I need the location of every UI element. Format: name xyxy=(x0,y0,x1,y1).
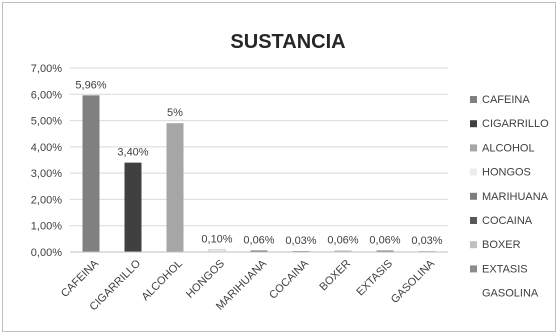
x-tick-label: BOXER xyxy=(317,258,353,294)
data-label: 5,96% xyxy=(75,79,106,91)
x-axis: CAFEINACIGARRILLOALCOHOLHONGOSMARIHUANAC… xyxy=(59,251,448,313)
y-tick-label: 7,00% xyxy=(31,63,62,75)
legend-swatch xyxy=(470,265,477,273)
x-tick-label: EXTASIS xyxy=(354,258,395,299)
legend-label: HONGOS xyxy=(482,167,531,179)
y-tick-label: 4,00% xyxy=(31,142,62,154)
bar xyxy=(334,250,352,252)
legend-swatch xyxy=(470,144,477,152)
bars: 5,96% 3,40% 5% 0,10% 0,06% 0,03% 0,06% 0,06% 0,0… xyxy=(75,79,443,253)
x-tick-label: ALCOHOL xyxy=(139,258,185,304)
legend-swatch xyxy=(470,289,477,297)
data-label: 0,10% xyxy=(201,233,232,245)
y-tick-label: 0,00% xyxy=(31,247,62,259)
bar xyxy=(166,123,184,252)
legend-swatch xyxy=(470,241,477,249)
y-tick-label: 6,00% xyxy=(31,89,62,101)
legend-label: BOXER xyxy=(482,239,521,251)
x-tick-label: HONGOS xyxy=(184,258,227,301)
data-label: 0,06% xyxy=(369,234,400,246)
legend: CAFEINA CIGARRILLO ALCOHOL HONGOS MARIHUANA C… xyxy=(470,94,549,300)
legend-label: GASOLINA xyxy=(482,288,539,300)
y-tick-label: 3,00% xyxy=(31,168,62,180)
legend-swatch xyxy=(470,168,477,176)
legend-label: EXTASIS xyxy=(482,263,528,275)
y-tick-label: 2,00% xyxy=(31,194,62,206)
legend-swatch xyxy=(470,217,477,224)
legend-swatch xyxy=(470,96,477,103)
legend-swatch xyxy=(470,120,477,128)
x-tick-label: GASOLINA xyxy=(389,257,438,306)
data-label: 0,06% xyxy=(327,234,358,246)
legend-label: CAFEINA xyxy=(482,94,530,106)
bar xyxy=(376,250,394,252)
bar xyxy=(250,250,268,252)
data-label: 0,03% xyxy=(285,235,316,247)
legend-label: MARIHUANA xyxy=(482,191,549,203)
legend-label: COCAINA xyxy=(482,215,533,227)
x-tick-label: COCAINA xyxy=(267,257,311,301)
y-tick-label: 1,00% xyxy=(31,221,62,233)
chart-title: SUSTANCIA xyxy=(230,31,345,53)
bar xyxy=(82,95,100,252)
data-label: 3,40% xyxy=(117,147,148,159)
x-tick-label: CAFEINA xyxy=(59,257,102,300)
legend-label: ALCOHOL xyxy=(482,142,535,154)
bar xyxy=(124,162,142,252)
legend-label: CIGARRILLO xyxy=(482,118,549,130)
data-label: 5% xyxy=(167,107,183,119)
y-axis: 0,00% 1,00% 2,00% 3,00% 4,00% 5,00% 6,00% 7,00% xyxy=(31,63,62,259)
y-tick-label: 5,00% xyxy=(31,116,62,128)
data-label: 0,03% xyxy=(411,235,442,247)
data-label: 0,06% xyxy=(243,234,274,246)
legend-swatch xyxy=(470,192,477,200)
